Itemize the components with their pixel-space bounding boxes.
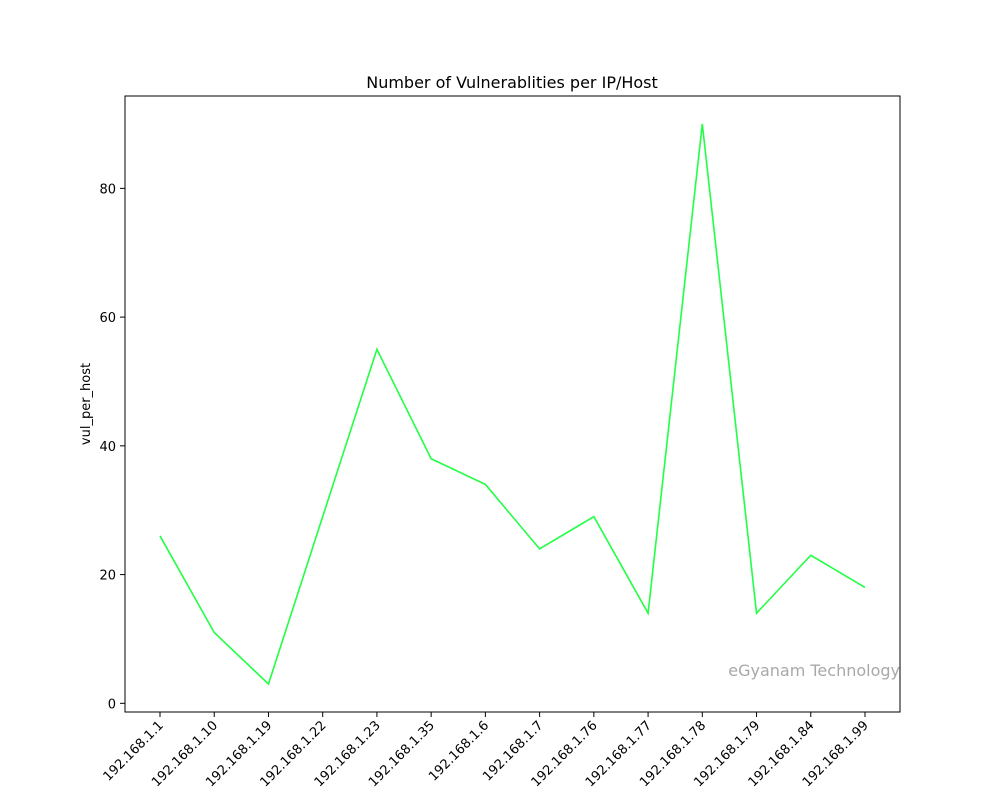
series-line-0 — [159, 123, 866, 686]
plot-area-frame — [124, 95, 901, 713]
x-axis: 192.168.1.1192.168.1.10192.168.1.19192.1… — [101, 712, 872, 790]
watermark-annotation: eGyanam Technology — [728, 661, 900, 680]
y-tick-label: 0 — [108, 697, 116, 712]
y-axis: 0 20 40 60 80 — [99, 182, 125, 712]
y-axis-label: vul_per_host — [79, 363, 94, 445]
y-tick-label: 40 — [99, 440, 116, 455]
chart-title: Number of Vulnerablities per IP/Host — [366, 73, 658, 92]
series-layer — [159, 123, 866, 686]
y-tick-label: 20 — [99, 569, 116, 584]
y-tick-label: 80 — [99, 182, 116, 197]
y-tick-label: 60 — [99, 311, 116, 326]
